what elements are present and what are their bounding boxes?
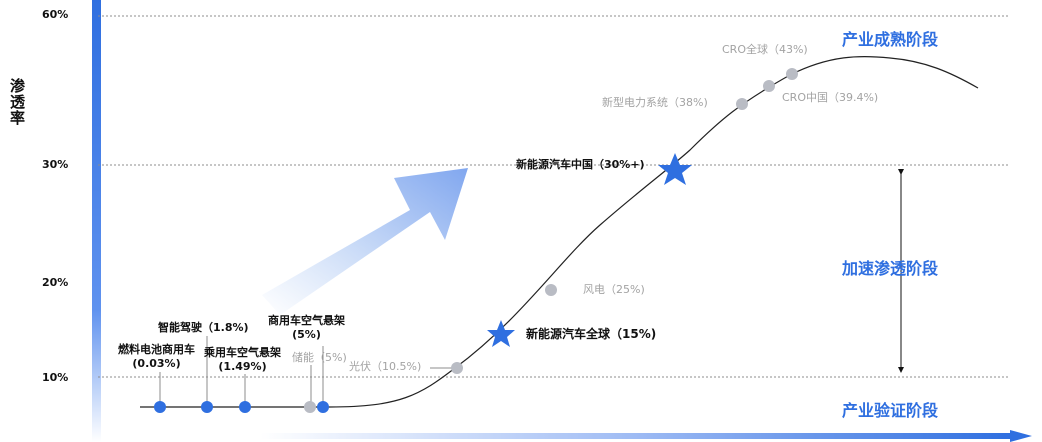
point-new-power <box>736 98 748 110</box>
label-commercial-air: 商用车空气悬架 (5%) <box>268 314 345 341</box>
label-nev-global: 新能源汽车全球（15%) <box>526 327 657 341</box>
label-auto-drive: 智能驾驶（1.8%) <box>158 321 249 334</box>
point-cro-china <box>763 80 775 92</box>
point-commercial-air <box>317 401 329 413</box>
y-axis-bar <box>92 0 101 442</box>
point-pv <box>451 362 463 374</box>
x-axis-arrowhead <box>1010 430 1032 442</box>
label-cro-china: CRO中国（39.4%) <box>782 91 879 104</box>
stage-verify: 产业验证阶段 <box>842 401 939 420</box>
growth-arrow <box>262 168 468 315</box>
stage-accelerate: 加速渗透阶段 <box>842 259 939 278</box>
label-cro-global: CRO全球（43%) <box>722 43 808 56</box>
y-axis-label: 渗透率 <box>8 78 26 126</box>
x-axis-bar <box>260 433 1010 439</box>
label-nev-china: 新能源汽车中国（30%+) <box>516 158 645 171</box>
point-auto-drive <box>201 401 213 413</box>
label-wind: 风电（25%) <box>583 283 645 296</box>
y-tick-30: 30% <box>42 158 69 171</box>
label-storage: 储能（5%) <box>292 351 347 364</box>
point-storage <box>304 401 316 413</box>
y-tick-20: 20% <box>42 276 69 289</box>
label-pv: 光伏（10.5%) <box>349 360 422 373</box>
y-tick-60: 60% <box>42 8 69 21</box>
label-new-power: 新型电力系统（38%) <box>602 96 708 109</box>
point-wind <box>545 284 557 296</box>
star-nev-global <box>487 320 515 347</box>
point-passenger-air <box>239 401 251 413</box>
label-passenger-air: 乘用车空气悬架 (1.49%) <box>204 346 281 373</box>
star-nev-china <box>658 153 692 185</box>
stage-mature: 产业成熟阶段 <box>842 30 939 49</box>
y-tick-10: 10% <box>42 371 69 384</box>
point-fuel-cell <box>154 401 166 413</box>
point-cro-global <box>786 68 798 80</box>
label-fuel-cell: 燃料电池商用车 (0.03%) <box>118 343 195 370</box>
